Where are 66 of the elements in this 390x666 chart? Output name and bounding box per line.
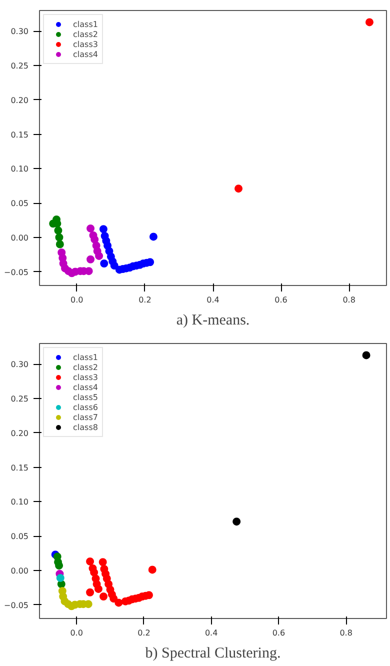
y-tick-label: 0.00 — [10, 233, 28, 242]
y-tick-label: 0.25 — [10, 394, 28, 404]
point — [90, 235, 99, 244]
legend-label: class3 — [73, 39, 98, 49]
x-tick-label: 0.8 — [340, 628, 352, 638]
point — [94, 584, 102, 593]
point — [149, 232, 158, 241]
x-tick-label: 0.8 — [342, 296, 356, 304]
point — [232, 518, 241, 526]
legend-label: class8 — [73, 422, 98, 432]
point — [55, 233, 64, 242]
y-tick-label: 0.30 — [10, 360, 28, 370]
y-tick-label: 0.05 — [10, 199, 28, 208]
point — [365, 18, 374, 26]
point — [110, 262, 118, 270]
legend-label: class2 — [73, 362, 98, 372]
legend-label: class2 — [73, 29, 98, 39]
point — [56, 574, 64, 582]
legend-label: class6 — [73, 402, 98, 412]
legend-label: class3 — [73, 372, 98, 382]
x-tick-label: 0.2 — [138, 628, 150, 638]
x-tick-label: 0.4 — [204, 628, 218, 638]
point — [55, 562, 64, 570]
point — [86, 588, 94, 596]
y-tick-label: 0.20 — [10, 428, 28, 438]
point — [90, 568, 98, 576]
x-tick-label: 0.0 — [70, 628, 83, 638]
y-tick-label: 0.10 — [10, 498, 28, 507]
y-tick-label: 0.30 — [10, 27, 28, 36]
point — [234, 184, 243, 193]
point — [86, 255, 95, 264]
x-tick-label: 0.6 — [274, 296, 288, 304]
point — [95, 252, 104, 260]
text: class5 — [73, 392, 98, 402]
legend-label: class4 — [73, 382, 98, 392]
y-tick-label: −0.05 — [4, 600, 28, 610]
y-tick-label: 0.05 — [10, 532, 28, 541]
legend-label: class1 — [73, 352, 98, 362]
y-tick-label: 0.10 — [10, 164, 28, 174]
point — [114, 598, 123, 607]
legend-label: class4 — [73, 49, 98, 59]
legend-label: class7 — [73, 412, 98, 422]
x-tick-label: 0.0 — [70, 296, 84, 304]
y-tick-label: 0.25 — [10, 62, 28, 70]
legend-label: class1 — [73, 19, 98, 29]
y-tick-label: 0.15 — [10, 463, 28, 472]
point — [100, 260, 108, 268]
x-tick-label: 0.4 — [206, 296, 220, 304]
y-tick-label: −0.05 — [4, 268, 28, 277]
point — [98, 558, 107, 566]
y-tick-label: 0.20 — [10, 96, 28, 105]
point — [362, 351, 370, 360]
x-tick-label: 0.6 — [272, 628, 286, 638]
point — [54, 226, 62, 234]
x-tick-label: 0.2 — [138, 296, 152, 304]
point — [110, 594, 118, 603]
point — [86, 557, 94, 566]
text: b) Spectral Clustering. — [145, 646, 281, 662]
point — [148, 566, 156, 574]
point — [99, 225, 108, 234]
point — [86, 224, 95, 232]
y-tick-label: 0.15 — [10, 130, 28, 140]
point — [56, 240, 64, 248]
text: a) K-means. — [176, 312, 250, 328]
point — [100, 592, 108, 600]
y-tick-label: 0.00 — [10, 566, 28, 576]
